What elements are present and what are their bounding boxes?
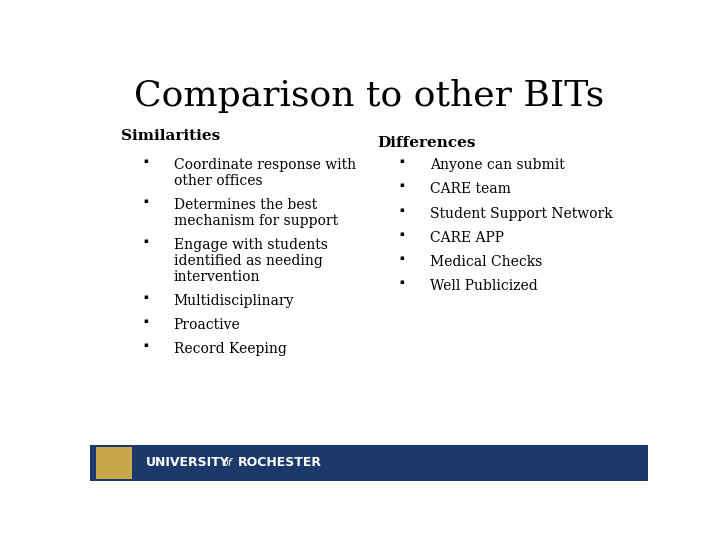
Text: UNIVERSITY: UNIVERSITY: [145, 456, 230, 469]
Text: ▪: ▪: [400, 183, 405, 188]
Text: ▪: ▪: [400, 255, 405, 261]
Text: Student Support Network: Student Support Network: [431, 207, 613, 220]
Text: Determines the best: Determines the best: [174, 198, 317, 212]
Text: Medical Checks: Medical Checks: [431, 255, 543, 269]
Text: Multidisciplinary: Multidisciplinary: [174, 294, 294, 308]
Text: identified as needing: identified as needing: [174, 254, 323, 268]
Text: CARE team: CARE team: [431, 183, 511, 197]
Text: ▪: ▪: [143, 158, 148, 164]
Text: intervention: intervention: [174, 270, 260, 284]
Text: Record Keeping: Record Keeping: [174, 342, 287, 356]
Text: ▪: ▪: [400, 158, 405, 164]
Text: ▪: ▪: [400, 279, 405, 285]
Text: ▪: ▪: [143, 318, 148, 324]
Text: ▪: ▪: [400, 231, 405, 237]
Bar: [96, 447, 132, 478]
Text: Comparison to other BITs: Comparison to other BITs: [134, 79, 604, 113]
Text: Anyone can submit: Anyone can submit: [431, 158, 565, 172]
Text: ▪: ▪: [143, 294, 148, 300]
Text: of: of: [221, 458, 232, 468]
Text: ▪: ▪: [143, 198, 148, 204]
Text: Differences: Differences: [377, 136, 476, 150]
Text: Similarities: Similarities: [121, 129, 220, 143]
Text: mechanism for support: mechanism for support: [174, 214, 338, 228]
Text: Engage with students: Engage with students: [174, 238, 328, 252]
Text: other offices: other offices: [174, 174, 262, 188]
Text: ▪: ▪: [143, 238, 148, 244]
Text: CARE APP: CARE APP: [431, 231, 505, 245]
Text: Proactive: Proactive: [174, 318, 240, 332]
Text: Well Publicized: Well Publicized: [431, 279, 538, 293]
Text: Coordinate response with: Coordinate response with: [174, 158, 356, 172]
Bar: [90, 446, 648, 481]
Text: ▪: ▪: [143, 342, 148, 348]
Text: ROCHESTER: ROCHESTER: [238, 456, 322, 469]
Text: ▪: ▪: [400, 207, 405, 213]
